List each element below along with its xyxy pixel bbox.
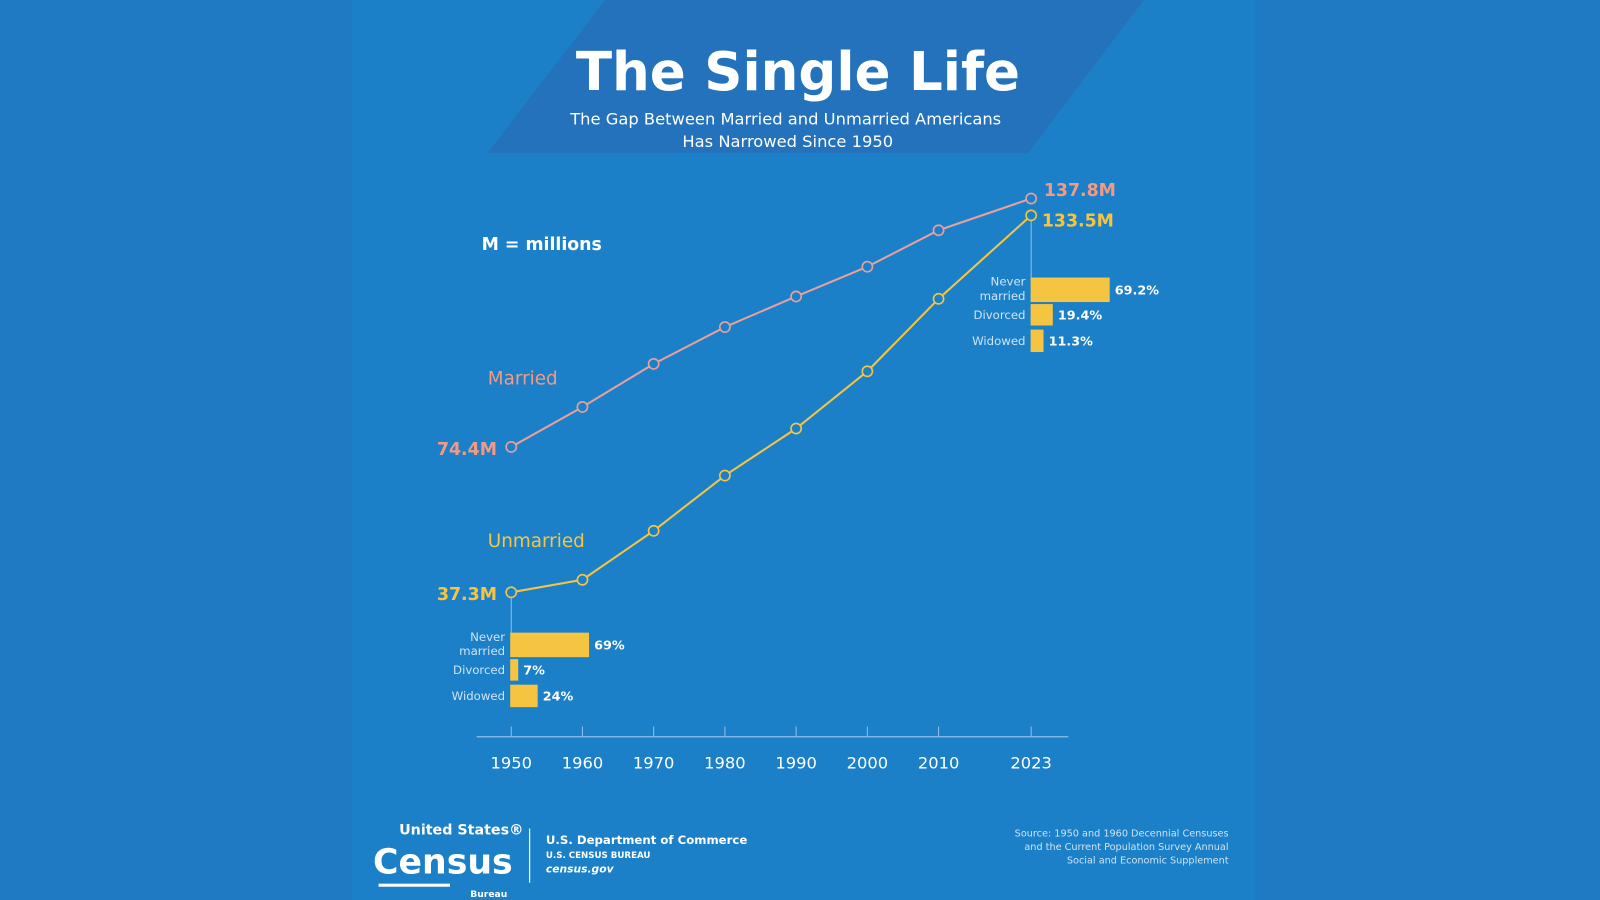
breakdown-label: married [980,289,1026,303]
breakdown-value: 69% [594,638,625,653]
x-tick-label: 1960 [562,753,604,772]
breakdown-bar [510,659,519,681]
band-mask [352,153,1256,174]
unmarried-point [861,365,874,378]
married-start-label: 74.4M [437,440,497,460]
x-tick-label: 1970 [633,753,675,772]
married-point [861,260,874,273]
diagonal-band [479,0,1144,164]
chart-title: The Single Life [576,41,1020,103]
unmarried-point [932,292,945,305]
unmarried-end-label: 133.5M [1042,212,1114,232]
source-line-3: Social and Economic Supplement [1067,855,1229,866]
breakdown-value: 7% [523,663,545,678]
logo-underline [378,883,450,887]
census-logo: United States® Census Bureau [373,823,523,900]
x-tick-label: 1950 [490,753,532,772]
married-point [1025,192,1038,205]
x-tick-label: 2000 [847,753,889,772]
breakdown-bar [1030,329,1044,353]
married-end-label: 137.8M [1044,181,1116,201]
unmarried-point [1025,209,1038,222]
married-point [718,321,731,333]
married-point [505,441,518,453]
breakdown-label: Never [991,275,1026,289]
married-point [576,401,589,413]
unmarried-point [576,573,589,586]
unmarried-point [647,524,660,537]
breakdown-bar [1030,304,1053,326]
breakdown-label: Divorced [453,663,505,677]
married-point [932,224,945,237]
breakdown-bar [1030,277,1110,303]
units-note: M = millions [482,235,602,255]
breakdown-value: 24% [543,690,574,705]
logo-bottom-text: Bureau [470,889,507,900]
unmarried-point [505,586,518,599]
bureau-name: U.S. CENSUS BUREAU [546,851,651,861]
breakdown-label: Never [470,630,505,644]
breakdown-label: Widowed [972,334,1025,348]
x-tick-label: 1990 [775,753,817,772]
unmarried-point [718,469,731,482]
chart-subtitle-1: The Gap Between Married and Unmarried Am… [569,109,1001,128]
series-label-married: Married [488,369,558,390]
breakdown-label: Divorced [973,308,1025,322]
breakdown-value: 69.2% [1115,283,1159,298]
source-line-1: Source: 1950 and 1960 Decennial Censuses [1015,829,1229,840]
married-point [647,357,660,370]
breakdown-label: married [459,644,505,658]
unmarried-start-label: 37.3M [437,585,497,605]
series-label-unmarried: Unmarried [488,531,585,552]
unmarried-line [511,214,1032,594]
logo-top-text: United States® [399,823,523,839]
married-point [790,290,803,303]
chart-subtitle-2: Has Narrowed Since 1950 [682,132,893,151]
source-line-2: and the Current Population Survey Annual [1024,842,1228,853]
x-tick-label: 2023 [1010,753,1052,772]
logo-main-text: Census [373,842,513,882]
x-tick-label: 2010 [918,753,960,772]
dept-name: U.S. Department of Commerce [546,833,747,847]
breakdown-label: Widowed [452,689,505,703]
unmarried-point [790,422,803,435]
breakdown-value: 19.4% [1058,308,1102,323]
breakdown-value: 11.3% [1049,334,1093,349]
x-tick-label: 1980 [704,753,746,772]
married-line [510,197,1032,448]
census-site-link[interactable]: census.gov [546,862,615,875]
breakdown-bar [510,684,538,708]
breakdown-bar [510,632,590,658]
